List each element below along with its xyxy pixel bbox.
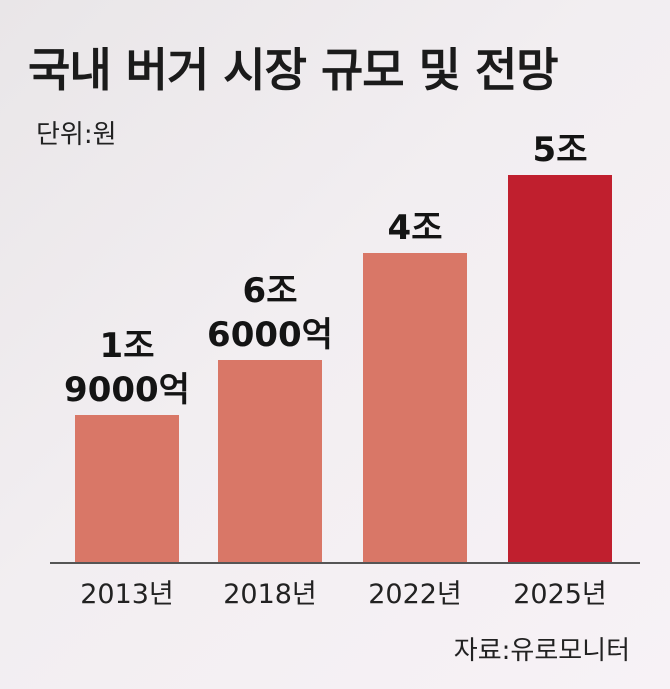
x-tick-label: 2013년 — [80, 579, 174, 610]
bar-4 — [508, 175, 612, 563]
bar-3 — [363, 253, 467, 563]
bar-2 — [218, 360, 322, 563]
x-tick-label: 2018년 — [223, 579, 317, 610]
source-note: 자료:유로모니터 — [453, 636, 630, 666]
x-tick-label: 2022년 — [368, 579, 462, 610]
data-label: 6조 — [243, 271, 298, 311]
data-label: 5조 — [533, 130, 588, 170]
x-tick-label: 2025년 — [513, 579, 607, 610]
bar-1 — [75, 415, 179, 563]
data-label: 4조 — [388, 208, 443, 248]
chart-title: 국내 버거 시장 규모 및 전망 — [28, 43, 559, 97]
data-label: 6000억 — [207, 315, 333, 355]
data-label: 1조 — [100, 326, 155, 366]
unit-label: 단위:원 — [36, 120, 117, 150]
data-label: 9000억 — [64, 370, 190, 410]
